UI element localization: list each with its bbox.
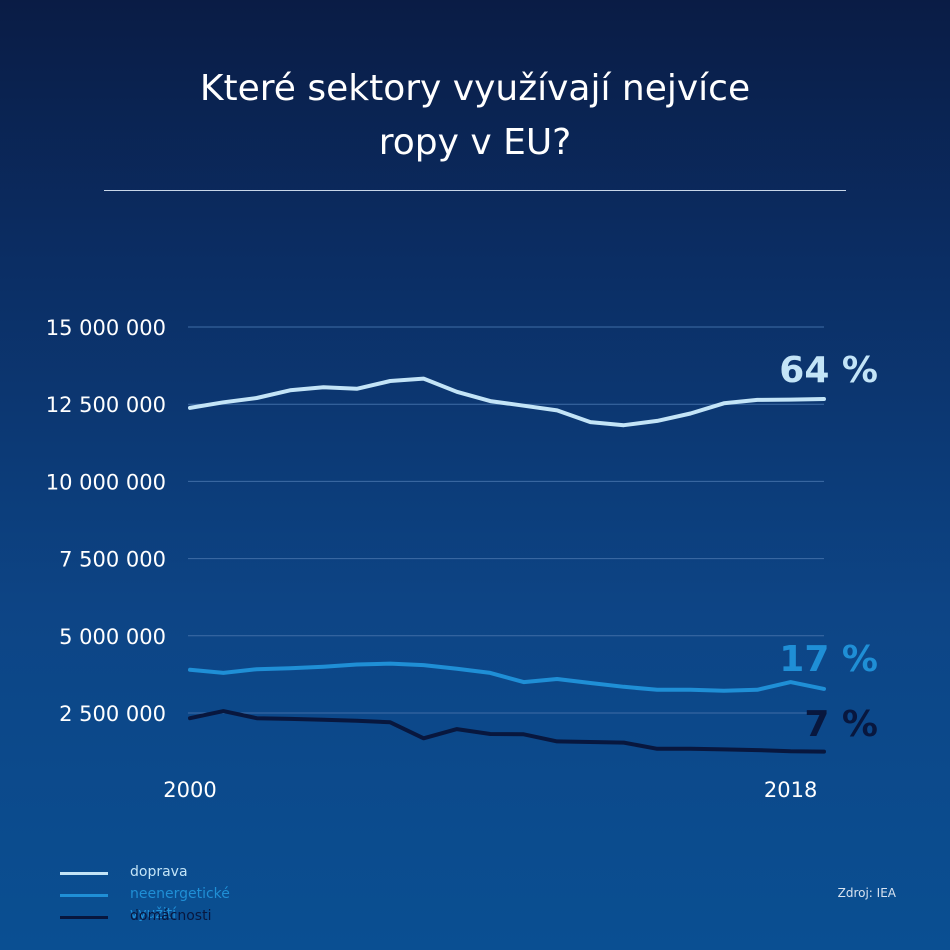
chart-title-line-1: Které sektory využívají nejvíce [199, 68, 751, 109]
legend-swatch [60, 916, 108, 919]
y-tick-label: 12 500 000 [46, 393, 166, 417]
y-tick-label: 10 000 000 [46, 470, 166, 494]
series-end-label: 17 % [779, 639, 878, 680]
y-tick-label: 2 500 000 [59, 702, 166, 726]
series-end-labels: 64 % 17 % 7 % [779, 350, 878, 745]
series-line-0 [188, 376, 826, 428]
legend-label: domácnosti [130, 908, 212, 924]
source-note: Zdroj: IEA [837, 886, 896, 900]
series-end-label: 7 % [804, 704, 878, 745]
gridlines [188, 326, 824, 714]
y-axis-ticks: 15 000 000 12 500 000 10 000 000 7 500 000 5… [46, 316, 166, 726]
series-line-1 [188, 661, 826, 693]
y-tick-label: 5 000 000 [59, 625, 166, 649]
series-line-2 [188, 709, 826, 754]
header-band [0, 0, 950, 255]
x-tick-label: 2000 [163, 778, 216, 802]
legend-swatch [60, 894, 108, 897]
x-tick-label: 2018 [764, 778, 817, 802]
legend-label: neenergetické využití [130, 886, 230, 922]
chart-title: Které sektory využívají nejvíce ropy v E… [0, 62, 950, 170]
chart-title-line-2: ropy v EU? [378, 122, 572, 163]
y-tick-label: 15 000 000 [46, 316, 166, 340]
legend-swatch [60, 872, 108, 875]
series-lines [188, 376, 826, 754]
title-divider [104, 190, 846, 191]
legend-label: doprava [130, 864, 188, 880]
x-axis-ticks: 2000 2018 [163, 778, 817, 802]
series-end-label: 64 % [779, 350, 878, 391]
y-tick-label: 7 500 000 [59, 548, 166, 572]
